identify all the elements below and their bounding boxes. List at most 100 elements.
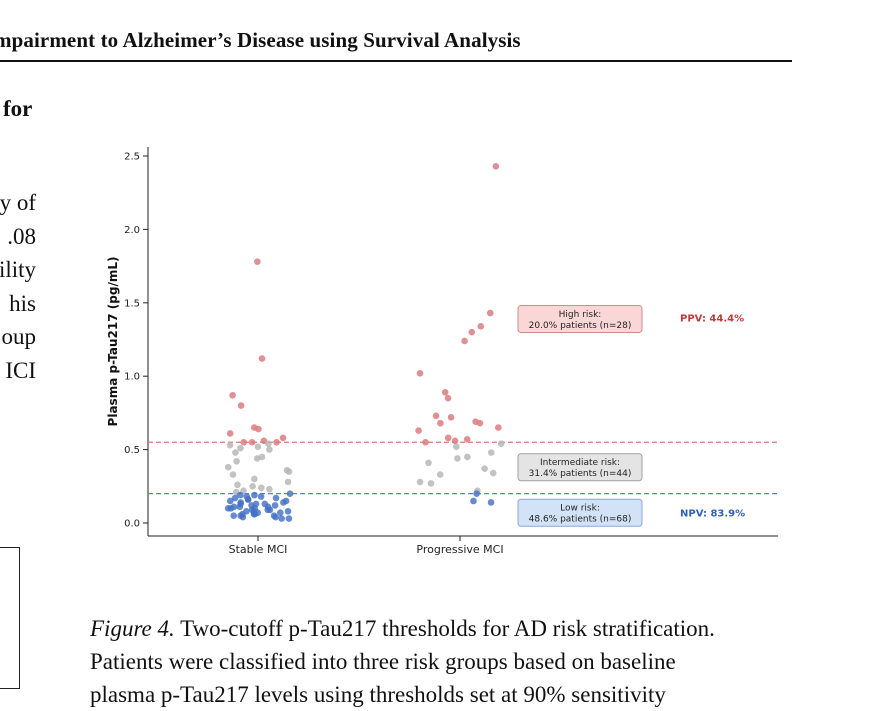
data-point: [415, 427, 422, 434]
data-point: [266, 446, 273, 453]
data-point: [279, 434, 287, 442]
figure-caption: Figure 4. Two-cutoff p-Tau217 thresholds…: [90, 612, 810, 711]
caption-label: Figure 4.: [90, 616, 175, 641]
risk-box-low: [517, 498, 643, 527]
data-point: [437, 419, 444, 427]
data-point: [492, 162, 500, 170]
data-point: [249, 483, 256, 490]
data-point: [233, 458, 240, 465]
caption-line-2: Patients were classified into three risk…: [90, 649, 676, 674]
left-line: his: [9, 290, 36, 316]
data-point: [264, 506, 271, 514]
section-heading-fragment: for: [3, 96, 33, 121]
risk-box-detail: 48.6% patients (n=68): [529, 515, 632, 525]
data-point: [230, 512, 238, 519]
data-point: [468, 328, 476, 336]
data-point: [237, 491, 244, 499]
data-point: [444, 434, 452, 442]
y-axis-label: Plasma p-Tau217 (pg/mL): [106, 257, 120, 427]
data-point: [427, 480, 435, 487]
data-point: [229, 471, 237, 478]
data-point: [258, 355, 266, 362]
data-point: [477, 322, 485, 330]
data-point: [250, 510, 258, 518]
risk-box-label: High risk:: [559, 310, 602, 320]
x-tick-label: Progressive MCI: [416, 543, 503, 556]
risk-box-high: [517, 304, 643, 333]
data-point: [447, 414, 455, 421]
data-point: [237, 444, 244, 452]
data-point: [481, 465, 488, 472]
data-point: [251, 491, 258, 499]
data-point: [487, 449, 495, 456]
data-point: [272, 494, 280, 502]
data-point: [464, 453, 471, 461]
data-point: [486, 309, 494, 317]
y-tick-label: 1.0: [124, 372, 140, 383]
data-point: [253, 455, 261, 462]
risk-box-mid: [517, 453, 643, 482]
data-point: [432, 412, 440, 420]
left-line: ICI: [5, 357, 36, 383]
left-line: .08: [7, 223, 36, 249]
data-point: [258, 484, 265, 492]
data-point: [237, 402, 245, 409]
x-tick-label: Stable MCI: [229, 543, 288, 556]
data-point: [285, 468, 293, 475]
data-point: [463, 436, 471, 443]
data-point: [441, 389, 449, 396]
data-point: [236, 503, 244, 511]
data-point: [266, 485, 273, 493]
data-point: [416, 369, 424, 377]
y-tick-label: 0.0: [124, 519, 140, 530]
running-header-title: mpairment to Alzheimer’s Disease using S…: [0, 28, 521, 52]
data-point: [425, 459, 432, 467]
y-tick-label: 1.5: [124, 298, 140, 309]
data-point: [272, 513, 279, 521]
data-point: [226, 430, 234, 437]
data-point: [224, 505, 232, 512]
data-point: [254, 258, 261, 265]
y-tick-label: 2.5: [124, 152, 140, 163]
data-point: [489, 469, 497, 477]
data-point: [461, 337, 468, 345]
data-point: [226, 497, 234, 505]
data-point: [286, 490, 294, 497]
data-point: [495, 424, 502, 431]
data-point: [454, 455, 461, 462]
caption-text: Two-cutoff p-Tau217 thresholds for AD ri…: [174, 616, 715, 641]
data-point: [453, 443, 460, 450]
data-point: [436, 471, 444, 478]
data-point: [285, 515, 293, 522]
data-point: [284, 507, 292, 515]
data-point: [444, 394, 452, 402]
left-line: ility: [0, 257, 36, 282]
data-point: [451, 437, 459, 445]
data-point: [416, 478, 424, 486]
data-point: [476, 419, 484, 427]
data-point: [232, 449, 239, 456]
data-point: [225, 463, 232, 471]
data-point: [277, 509, 284, 517]
metric-annotation: PPV: 44.4%: [680, 313, 744, 324]
data-point: [231, 494, 239, 502]
data-point: [497, 440, 505, 448]
data-point: [248, 438, 256, 446]
y-tick-label: 2.0: [124, 225, 140, 236]
data-point: [240, 438, 248, 446]
metric-annotation: NPV: 83.9%: [680, 509, 745, 520]
data-point: [239, 513, 247, 521]
left-column-text: y of .08 ility his oup ICI: [0, 186, 36, 387]
caption-line-1: Figure 4. Two-cutoff p-Tau217 thresholds…: [90, 612, 810, 645]
strip-chart: 0.0 0.5 1.0 1.5 2.0 2.5 Stable MCI Progressive …: [106, 147, 778, 556]
risk-box-detail: 31.4% patients (n=44): [529, 469, 632, 479]
data-point: [422, 438, 429, 446]
data-point: [470, 497, 477, 505]
header-rule: [0, 60, 792, 62]
risk-box-detail: 20.0% patients (n=28): [529, 321, 632, 331]
data-point: [255, 425, 262, 433]
data-point: [271, 502, 279, 509]
caption-line-3: plasma p-Tau217 levels using thresholds …: [90, 682, 666, 707]
data-point: [284, 478, 292, 486]
data-point: [487, 499, 495, 506]
